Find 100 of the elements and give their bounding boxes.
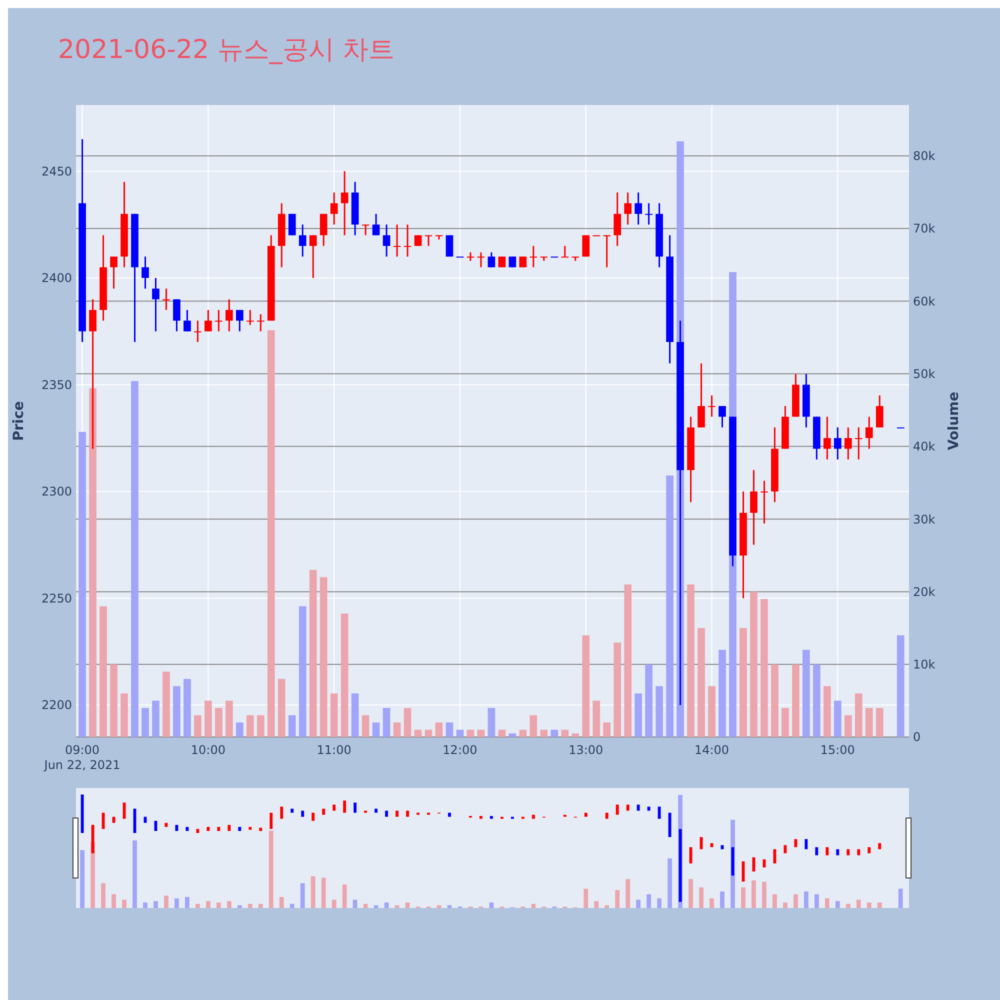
bar — [771, 664, 778, 737]
bar — [865, 708, 873, 737]
bar — [854, 693, 862, 737]
y2-tick-label: 20k — [913, 584, 936, 599]
candlestick — [173, 298, 180, 332]
bar — [110, 664, 118, 737]
bar — [656, 686, 663, 737]
y2-tick-label: 40k — [913, 440, 936, 454]
candlestick — [404, 224, 412, 258]
candlestick — [194, 320, 202, 343]
candlestick — [152, 277, 160, 332]
bar — [267, 330, 275, 737]
bar — [372, 722, 380, 737]
bar — [844, 715, 852, 737]
bar — [603, 722, 611, 737]
bar — [351, 693, 359, 737]
x-tick-label: 11:00 — [316, 743, 352, 757]
bar — [718, 650, 726, 737]
bar — [236, 722, 244, 737]
chart-title: 2021-06-22 뉴스_공시 차트 — [58, 35, 395, 65]
x-tick-label: 10:00 — [190, 743, 226, 757]
candlestick — [708, 394, 716, 418]
bar — [760, 598, 768, 737]
candlestick — [823, 416, 831, 460]
candlestick — [498, 256, 506, 268]
candlestick — [246, 309, 254, 326]
bar — [708, 686, 716, 737]
candlestick — [634, 192, 642, 226]
bar — [634, 693, 642, 737]
candlestick — [340, 170, 348, 236]
candlestick — [162, 288, 170, 311]
bar — [540, 730, 548, 737]
y2-tick-label: 70k — [913, 222, 936, 236]
bar — [802, 650, 810, 737]
candlestick — [226, 298, 233, 332]
candlestick — [215, 309, 222, 332]
bar — [813, 664, 820, 737]
candlestick — [330, 192, 338, 226]
bar — [614, 642, 622, 737]
bar — [823, 686, 831, 737]
y2-tick-label: 10k — [913, 658, 936, 672]
bar — [256, 715, 264, 737]
bar — [298, 606, 306, 737]
bar — [414, 730, 422, 737]
y-tick-label: 2350 — [41, 378, 72, 392]
candlestick — [320, 213, 328, 247]
bar — [100, 606, 107, 737]
candlestick — [309, 234, 317, 279]
bar — [152, 700, 160, 737]
candlestick — [488, 252, 496, 268]
bar — [508, 733, 516, 737]
candlestick — [519, 256, 527, 268]
bar — [782, 708, 789, 737]
bar — [362, 715, 370, 737]
y2-axis-title: Volume — [946, 392, 962, 450]
candlestick — [876, 394, 884, 428]
bar — [309, 570, 317, 737]
bar — [519, 730, 527, 737]
bar — [131, 381, 138, 737]
bar — [393, 722, 401, 737]
candlestick — [110, 256, 118, 290]
candlestick — [718, 405, 726, 428]
bar — [246, 715, 254, 737]
candlestick — [530, 245, 538, 268]
candlestick — [477, 252, 485, 268]
bar — [194, 715, 202, 737]
candlestick — [184, 309, 191, 332]
candlestick — [204, 309, 212, 332]
candlestick — [362, 224, 370, 236]
y2-tick-label: 0 — [913, 730, 921, 744]
bar — [89, 388, 96, 737]
candlestick — [698, 362, 705, 428]
y-tick-label: 2400 — [41, 271, 72, 286]
bar — [466, 730, 474, 737]
bar — [750, 592, 758, 737]
candlestick — [603, 234, 611, 268]
candlestick — [561, 245, 569, 258]
bar — [792, 664, 800, 737]
bar — [592, 700, 600, 737]
candlestick — [256, 313, 264, 332]
bar — [142, 708, 149, 737]
bar — [550, 730, 558, 737]
bar — [435, 722, 443, 737]
bar — [498, 730, 506, 737]
bar — [530, 715, 538, 737]
bar — [320, 577, 328, 737]
candlestick — [508, 256, 516, 268]
bar — [78, 432, 86, 737]
candlestick — [645, 202, 652, 226]
bar — [740, 628, 747, 737]
candlestick — [750, 469, 758, 546]
y-tick-label: 2250 — [41, 591, 72, 606]
candlestick — [298, 224, 306, 258]
candlestick — [760, 480, 768, 524]
bar — [687, 584, 694, 737]
bar — [226, 700, 233, 737]
bar — [446, 722, 454, 737]
y2-tick-label: 50k — [913, 366, 936, 381]
bar — [645, 664, 652, 737]
bar — [834, 700, 842, 737]
